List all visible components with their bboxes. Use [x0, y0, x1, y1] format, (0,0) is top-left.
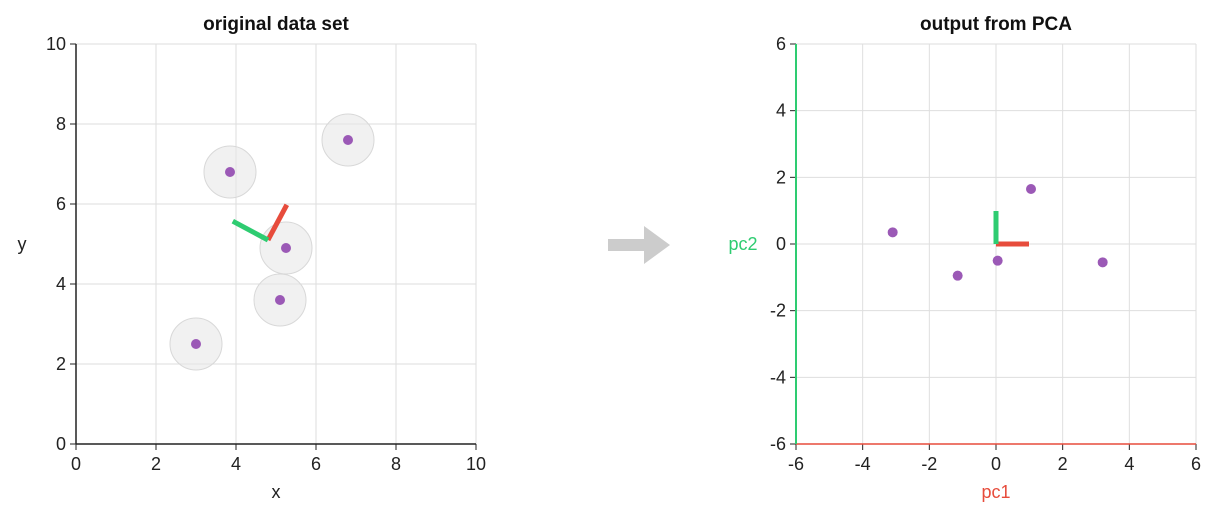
x-tick-label: 8 [391, 454, 401, 474]
pca-output-chart: output from PCA -6 -4 -2 0 2 4 6 -6 -4 -2 0 2 4 6 pc1… [700, 0, 1232, 514]
data-point [281, 243, 291, 253]
y-tick-label: -4 [770, 367, 786, 387]
y-tick-label: 4 [56, 274, 66, 294]
y-axis-label: pc2 [728, 234, 757, 254]
x-tick-label: 6 [1191, 454, 1201, 474]
x-tick-label: -6 [788, 454, 804, 474]
x-tick-label: -2 [921, 454, 937, 474]
component-vectors [993, 211, 1029, 247]
data-point [343, 135, 353, 145]
point-group [887, 184, 1108, 281]
y-tick-label: -6 [770, 434, 786, 454]
data-point [887, 227, 898, 238]
y-tick-label: 2 [56, 354, 66, 374]
axes: 0 2 4 6 8 10 0 2 4 6 8 10 [46, 34, 486, 474]
y-tick-label: 4 [776, 101, 786, 121]
component-vector-pc1 [265, 203, 290, 242]
y-tick-label: 2 [776, 167, 786, 187]
x-tick-label: 0 [71, 454, 81, 474]
original-data-chart: original data set 0 2 4 6 8 10 0 2 4 6 8 10 x y [0, 0, 520, 514]
point-group [191, 135, 353, 349]
x-axis-label: pc1 [981, 482, 1010, 502]
y-tick-label: -2 [770, 301, 786, 321]
grid [795, 43, 1197, 445]
data-point [952, 270, 963, 281]
data-point [1097, 257, 1108, 268]
x-tick-label: 2 [1058, 454, 1068, 474]
halo-group [169, 113, 375, 371]
x-tick-label: 10 [466, 454, 486, 474]
y-tick-label: 10 [46, 34, 66, 54]
x-tick-label: 0 [991, 454, 1001, 474]
y-tick-label: 0 [56, 434, 66, 454]
data-point [225, 167, 235, 177]
axes: -6 -4 -2 0 2 4 6 -6 -4 -2 0 2 4 6 [770, 34, 1201, 474]
data-point [992, 255, 1003, 266]
chart-title: output from PCA [920, 14, 1072, 35]
y-tick-label: 0 [776, 234, 786, 254]
y-tick-label: 6 [776, 34, 786, 54]
data-point [1026, 184, 1036, 194]
data-point [275, 295, 285, 305]
component-vector-pc2 [231, 218, 270, 243]
y-axis-label: y [18, 234, 27, 254]
x-tick-label: 4 [231, 454, 241, 474]
y-tick-label: 6 [56, 194, 66, 214]
component-vectors [231, 203, 290, 243]
x-tick-label: 2 [151, 454, 161, 474]
arrow-right-icon [608, 226, 670, 264]
original-data-svg: original data set 0 2 4 6 8 10 0 2 4 6 8 10 x y [18, 14, 487, 502]
x-axis-label: x [272, 482, 281, 502]
x-tick-label: 6 [311, 454, 321, 474]
chart-title: original data set [203, 14, 349, 35]
data-point [191, 339, 201, 349]
x-tick-label: 4 [1124, 454, 1134, 474]
x-tick-label: -4 [855, 454, 871, 474]
y-tick-label: 8 [56, 114, 66, 134]
pca-output-svg: output from PCA -6 -4 -2 0 2 4 6 -6 -4 -2 0 2 4 6 pc1… [728, 14, 1201, 502]
